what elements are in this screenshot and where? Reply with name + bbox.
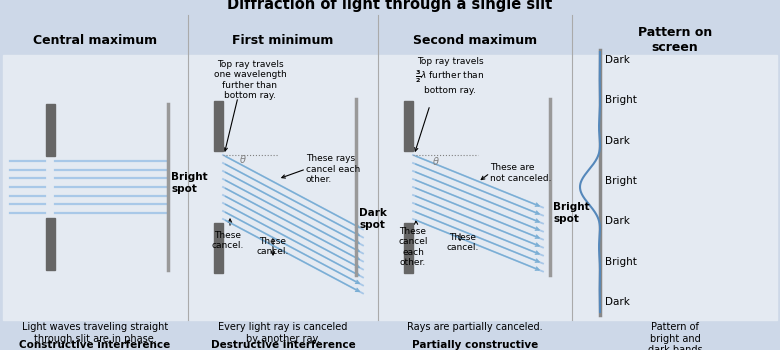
Text: Top ray travels
$\mathbf{\frac{3}{2}}$$\lambda$ further than
bottom ray.: Top ray travels $\mathbf{\frac{3}{2}}$$\… — [415, 57, 484, 95]
Text: Partially constructive
interference: Partially constructive interference — [412, 340, 538, 350]
Text: These
cancel.: These cancel. — [257, 237, 289, 257]
Text: Top ray travels
one wavelength
further than
bottom ray.: Top ray travels one wavelength further t… — [214, 60, 286, 100]
Bar — [3, 55, 187, 320]
Bar — [45, 218, 55, 270]
Bar — [214, 223, 222, 273]
Text: Second maximum: Second maximum — [413, 34, 537, 47]
Text: These are
not canceled.: These are not canceled. — [490, 163, 551, 183]
Bar — [0, 0, 780, 20]
Text: These
cancel.: These cancel. — [447, 233, 479, 252]
Text: Every light ray is canceled
by another ray.: Every light ray is canceled by another r… — [218, 322, 348, 344]
Text: Bright
spot: Bright spot — [553, 202, 590, 224]
Text: These rays
cancel each
other.: These rays cancel each other. — [306, 154, 360, 184]
Bar — [45, 104, 55, 156]
Text: Bright: Bright — [605, 257, 637, 267]
Bar — [214, 101, 222, 151]
Bar — [379, 55, 571, 320]
Bar — [573, 55, 777, 320]
Text: Pattern of
bright and
dark bands: Pattern of bright and dark bands — [647, 322, 702, 350]
Text: Bright
spot: Bright spot — [171, 172, 207, 194]
Bar — [403, 223, 413, 273]
Text: Dark: Dark — [605, 55, 630, 65]
Text: Dark
spot: Dark spot — [359, 208, 387, 230]
Text: Light waves traveling straight
through slit are in phase.: Light waves traveling straight through s… — [22, 322, 168, 344]
Text: Central maximum: Central maximum — [33, 34, 157, 47]
Text: Destructive interference: Destructive interference — [211, 340, 356, 350]
Bar — [189, 55, 377, 320]
Text: θ: θ — [433, 157, 439, 167]
Text: Diffraction of light through a single slit: Diffraction of light through a single sl… — [228, 0, 552, 13]
Text: These
cancel
each
other.: These cancel each other. — [399, 227, 427, 267]
Text: Dark: Dark — [605, 297, 630, 307]
Text: These
cancel.: These cancel. — [212, 231, 244, 250]
Text: Bright: Bright — [605, 176, 637, 186]
Text: Pattern on
screen: Pattern on screen — [638, 26, 712, 54]
Text: Dark: Dark — [605, 136, 630, 146]
Text: θ: θ — [240, 155, 246, 165]
Text: Dark: Dark — [605, 216, 630, 226]
Bar — [403, 101, 413, 151]
Text: Constructive interference: Constructive interference — [20, 340, 171, 350]
Text: Rays are partially canceled.: Rays are partially canceled. — [407, 322, 543, 332]
Text: Bright: Bright — [605, 95, 637, 105]
Text: First minimum: First minimum — [232, 34, 334, 47]
